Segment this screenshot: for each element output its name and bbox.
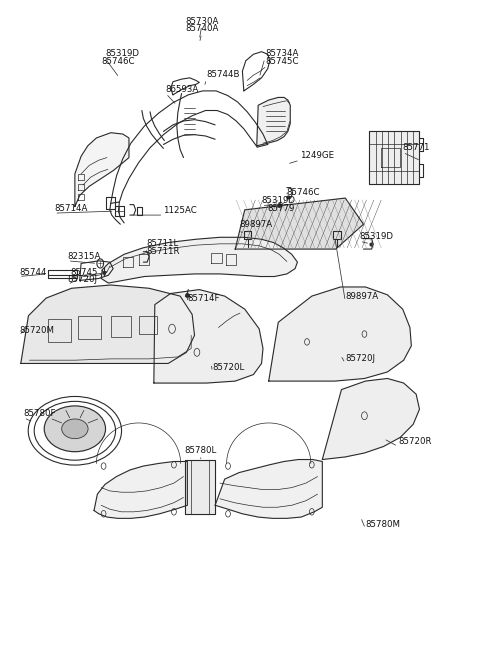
Polygon shape [21,285,194,364]
Text: 1249GE: 1249GE [300,151,334,160]
Text: 85744: 85744 [19,267,47,276]
Text: 85744B: 85744B [206,70,240,79]
Text: 85780L: 85780L [185,446,217,455]
Text: 85714F: 85714F [187,293,220,303]
Text: 85740A: 85740A [185,24,218,33]
Ellipse shape [44,406,106,452]
Polygon shape [75,133,129,206]
Text: 85734A: 85734A [265,49,298,58]
Text: 85746C: 85746C [101,57,135,66]
Ellipse shape [62,419,88,439]
Text: 85746C: 85746C [287,188,320,196]
Text: 85780M: 85780M [365,520,400,529]
Text: 85720L: 85720L [212,363,244,372]
Polygon shape [101,237,298,283]
Text: 82315A: 82315A [68,252,101,261]
Text: 89897A: 89897A [345,292,378,301]
Polygon shape [94,462,187,518]
Text: 85745: 85745 [70,267,97,276]
Polygon shape [235,198,363,249]
Text: 85720J: 85720J [68,275,98,284]
Polygon shape [269,287,411,381]
Text: 85720R: 85720R [398,438,432,447]
Text: 85319D: 85319D [105,49,139,58]
Bar [78,316,101,339]
Text: 85720M: 85720M [19,326,54,335]
Text: 85319D: 85319D [360,233,394,241]
Text: 85711L: 85711L [147,239,179,248]
Text: 85730A: 85730A [185,16,218,26]
Polygon shape [323,379,420,460]
Text: 1125AC: 1125AC [163,206,197,215]
Bar [111,316,131,337]
Text: 86593A: 86593A [166,84,199,94]
Text: 85319D: 85319D [262,196,296,205]
Text: 85720J: 85720J [345,354,375,364]
Polygon shape [154,290,263,383]
Text: 85771: 85771 [403,143,430,153]
Text: 85779: 85779 [268,204,295,213]
Polygon shape [215,460,323,518]
Text: 89897A: 89897A [239,221,272,229]
Polygon shape [369,132,420,183]
Text: 85711R: 85711R [147,246,180,255]
Polygon shape [257,98,290,146]
Bar [48,319,71,342]
Bar [139,316,157,334]
Text: 85780F: 85780F [24,409,56,418]
Text: 85714A: 85714A [54,204,88,213]
Text: 85745C: 85745C [265,57,299,66]
Polygon shape [185,460,215,514]
